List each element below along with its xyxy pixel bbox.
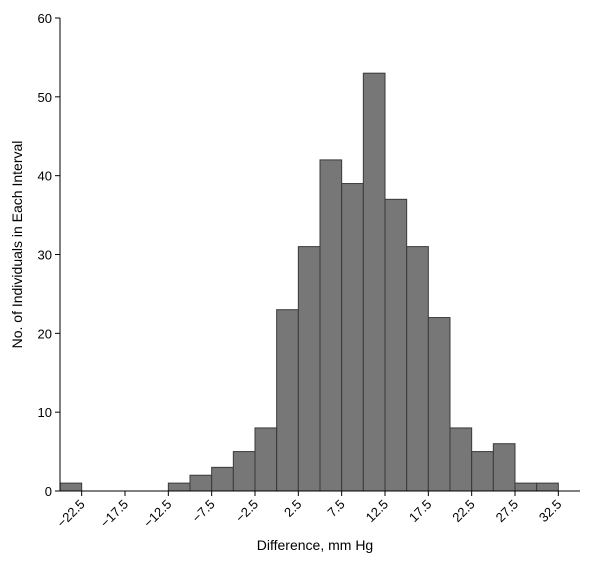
y-tick-label-0: 0 xyxy=(45,484,52,499)
bar-13 xyxy=(341,183,364,492)
bar-14 xyxy=(362,72,386,492)
x-tick-label-1: −17.5 xyxy=(97,497,131,531)
x-ticks: −22.5 −17.5 −12.5 −7.5 −2.5 2.5 7.5 12.5 17.5 22.… xyxy=(54,491,565,531)
x-tick-label-7: 12.5 xyxy=(363,497,392,526)
bar-12 xyxy=(319,159,343,492)
x-tick-label-0: −22.5 xyxy=(54,497,88,531)
x-tick-label-10: 27.5 xyxy=(493,497,522,526)
y-tick-label-1: 10 xyxy=(38,405,52,420)
x-axis-title: Difference, mm Hg xyxy=(257,537,373,553)
y-axis: 0 10 20 30 40 50 60 xyxy=(38,11,61,499)
y-tick-label-4: 40 xyxy=(38,169,52,184)
x-tick-label-8: 17.5 xyxy=(406,497,435,526)
bar-15 xyxy=(384,198,408,492)
bar-20 xyxy=(492,443,516,492)
x-tick-label-9: 22.5 xyxy=(449,497,478,526)
y-tick-label-5: 50 xyxy=(38,90,52,105)
bar-11 xyxy=(297,246,321,492)
x-tick-label-6: 7.5 xyxy=(324,497,347,520)
bar-10 xyxy=(276,309,299,492)
y-tick-label-6: 60 xyxy=(38,11,52,26)
y-tick-label-3: 30 xyxy=(38,248,52,263)
bar-17 xyxy=(427,317,451,492)
bar-5 xyxy=(167,482,191,492)
bar-9 xyxy=(254,427,278,492)
x-tick-label-2: −12.5 xyxy=(141,497,175,531)
bar-18 xyxy=(449,427,473,492)
bar-21 xyxy=(514,482,538,492)
bar-8 xyxy=(232,451,256,492)
bar-0 xyxy=(59,482,83,492)
bar-22 xyxy=(536,482,559,492)
bar-6 xyxy=(189,474,213,492)
bar-19 xyxy=(471,451,494,492)
x-tick-label-3: −7.5 xyxy=(189,497,218,526)
bar-7 xyxy=(211,466,234,492)
bars-group xyxy=(59,72,559,492)
x-tick-label-11: 32.5 xyxy=(536,497,565,526)
bar-16 xyxy=(406,246,429,492)
y-ticks: 0 10 20 30 40 50 60 xyxy=(38,11,60,499)
x-tick-label-5: 2.5 xyxy=(281,497,304,520)
y-axis-title: No. of Individuals in Each Interval xyxy=(9,141,25,349)
x-axis: −22.5 −17.5 −12.5 −7.5 −2.5 2.5 7.5 12.5 17.5 22.… xyxy=(54,490,580,531)
x-tick-label-4: −2.5 xyxy=(232,497,261,526)
y-tick-label-2: 20 xyxy=(38,326,52,341)
